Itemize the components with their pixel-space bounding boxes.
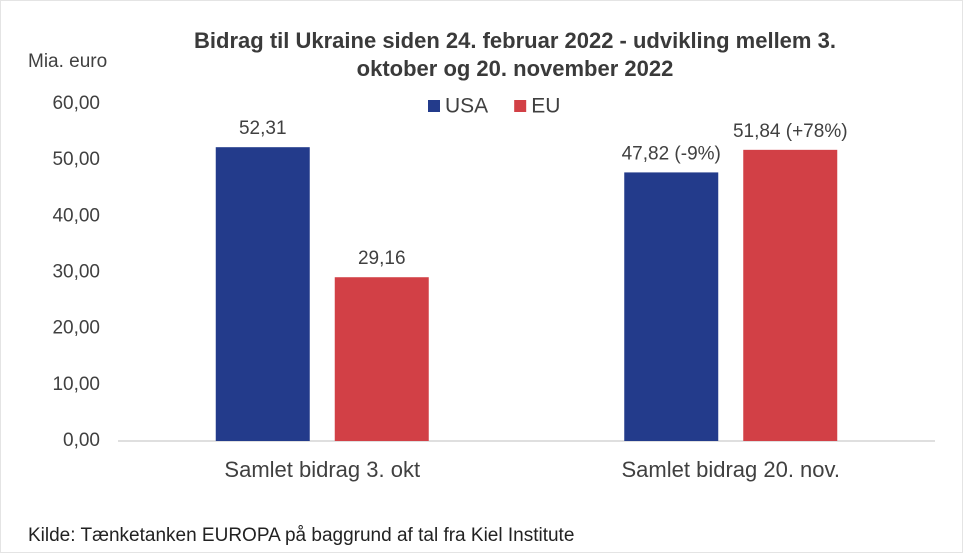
y-tick-label: 10,00 [52, 374, 100, 395]
value-label: 47,82 (-9%) [622, 143, 721, 164]
y-tick-label: 20,00 [52, 318, 100, 339]
y-tick-label: 0,00 [63, 430, 100, 451]
value-label: 51,84 (+78%) [733, 121, 848, 142]
x-tick-label: Samlet bidrag 20. nov. [622, 457, 841, 482]
bar [743, 149, 838, 441]
y-tick-label: 60,00 [52, 93, 100, 114]
y-tick-label: 50,00 [52, 149, 100, 170]
legend-label: USA [445, 95, 488, 118]
bar [215, 147, 310, 441]
legend-label: EU [531, 95, 560, 118]
source-note: Kilde: Tænketanken EUROPA på baggrund af… [28, 525, 574, 546]
chart-title: oktober og 20. november 2022 [357, 56, 674, 81]
y-tick-label: 40,00 [52, 205, 100, 226]
legend-swatch [428, 100, 440, 112]
value-label: 52,31 [239, 118, 287, 139]
y-tick-label: 30,00 [52, 262, 100, 283]
bar [334, 277, 429, 441]
y-axis-label: Mia. euro [28, 51, 107, 72]
chart-title: Bidrag til Ukraine siden 24. februar 202… [194, 28, 836, 53]
legend-swatch [514, 100, 527, 112]
value-label: 29,16 [358, 248, 406, 269]
bar [624, 172, 719, 441]
x-tick-label: Samlet bidrag 3. okt [224, 457, 420, 482]
